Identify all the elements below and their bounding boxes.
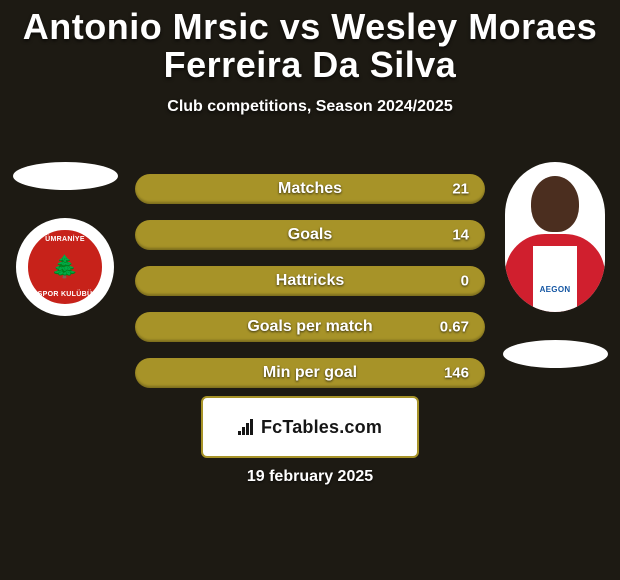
page-title: Antonio Mrsic vs Wesley Moraes Ferreira … [0, 0, 620, 84]
jersey-sponsor: AEGON [540, 285, 571, 294]
stat-label: Matches [278, 180, 342, 198]
fctables-text: FcTables.com [261, 417, 382, 438]
stat-value: 0 [461, 273, 469, 290]
bar-chart-icon [238, 419, 253, 435]
stat-value: 21 [452, 181, 469, 198]
player-right-oval [503, 340, 608, 368]
stat-bar: Matches 21 [135, 174, 485, 204]
date-text: 19 february 2025 [0, 468, 620, 486]
player-right-column: AEGON [495, 162, 615, 368]
tree-icon: 🌲 [51, 256, 78, 278]
stat-bar: Goals 14 [135, 220, 485, 250]
stat-label: Min per goal [263, 364, 357, 382]
badge-text-bottom: SPOR KULÜBÜ [28, 291, 102, 298]
stat-bar: Goals per match 0.67 [135, 312, 485, 342]
stat-label: Hattricks [276, 272, 344, 290]
player-head [531, 176, 579, 232]
fctables-badge[interactable]: FcTables.com [201, 396, 419, 458]
badge-text-top: ÜMRANİYE [28, 236, 102, 243]
stat-label: Goals per match [247, 318, 372, 336]
player-left-oval [13, 162, 118, 190]
club-badge-inner: ÜMRANİYE 🌲 SPOR KULÜBÜ [24, 226, 106, 308]
stat-value: 146 [444, 365, 469, 382]
comparison-card: Antonio Mrsic vs Wesley Moraes Ferreira … [0, 0, 620, 580]
stat-bars: Matches 21 Goals 14 Hattricks 0 Goals per matc… [135, 174, 485, 404]
subtitle: Club competitions, Season 2024/2025 [0, 98, 620, 116]
stat-label: Goals [288, 226, 332, 244]
stat-bar: Min per goal 146 [135, 358, 485, 388]
stat-value: 14 [452, 227, 469, 244]
jersey-center-stripe [533, 246, 577, 312]
club-badge-left: ÜMRANİYE 🌲 SPOR KULÜBÜ [16, 218, 114, 316]
stat-bar: Hattricks 0 [135, 266, 485, 296]
player-photo-right: AEGON [505, 162, 605, 312]
player-left-column: ÜMRANİYE 🌲 SPOR KULÜBÜ [5, 162, 125, 316]
stat-value: 0.67 [440, 319, 469, 336]
